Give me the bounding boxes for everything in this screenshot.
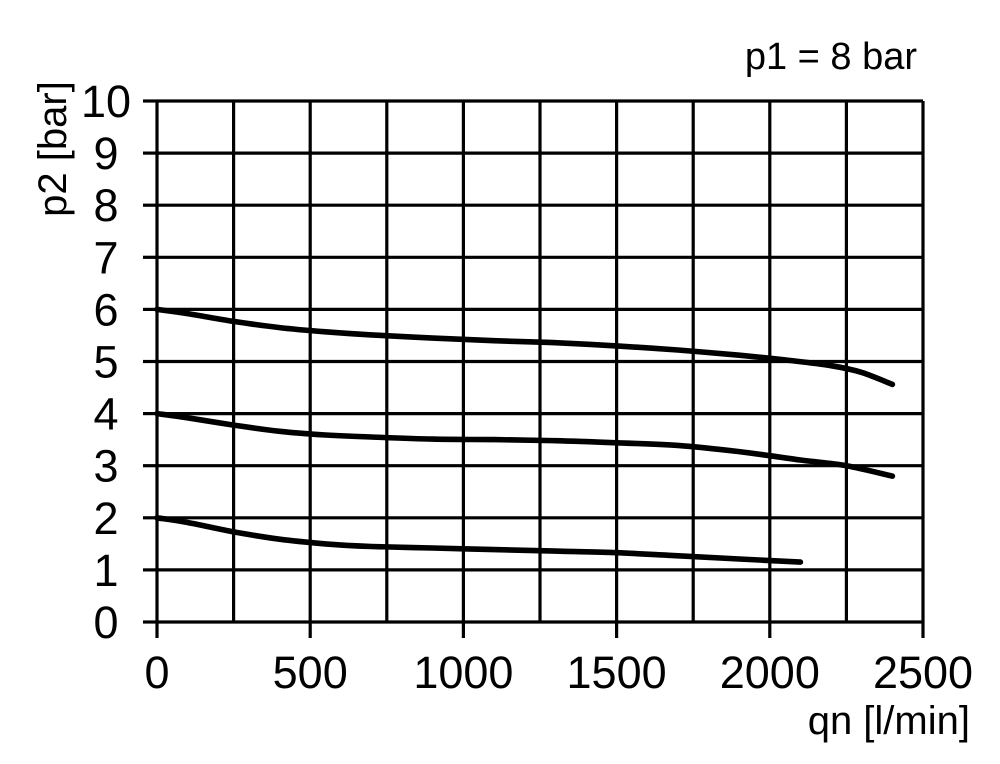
- x-tick-label: 500: [273, 647, 348, 698]
- y-tick-label: 8: [93, 180, 118, 231]
- chart-title: p1 = 8 bar: [745, 36, 918, 78]
- pressure-curve-2: [154, 410, 896, 479]
- grid-lines: [155, 99, 925, 624]
- y-tick-label: 4: [93, 389, 118, 440]
- x-tick-label: 2500: [873, 647, 973, 698]
- pressure-curve-3: [154, 515, 804, 565]
- y-tick-label: 1: [93, 545, 118, 596]
- y-tick-label: 6: [93, 284, 118, 335]
- x-tick-label: 0: [144, 647, 169, 698]
- x-tick-label: 2000: [720, 647, 820, 698]
- y-axis-label: p2 [bar]: [31, 81, 75, 217]
- pressure-curve-1: [154, 306, 896, 388]
- y-tick-label: 3: [93, 441, 118, 492]
- y-tick-label: 5: [93, 337, 118, 388]
- x-axis-label: qn [l/min]: [808, 699, 970, 743]
- x-tick-label: 1500: [567, 647, 667, 698]
- y-tick-label: 9: [93, 128, 118, 179]
- x-tick-labels: 0 500 1000 1500 2000 2500: [144, 647, 973, 698]
- y-tick-label: 2: [93, 493, 118, 544]
- axis-ticks: [143, 99, 925, 638]
- y-tick-label: 10: [81, 76, 131, 127]
- x-tick-label: 1000: [413, 647, 513, 698]
- y-tick-label: 0: [93, 597, 118, 648]
- pressure-curves: [154, 306, 896, 565]
- y-tick-label: 7: [93, 232, 118, 283]
